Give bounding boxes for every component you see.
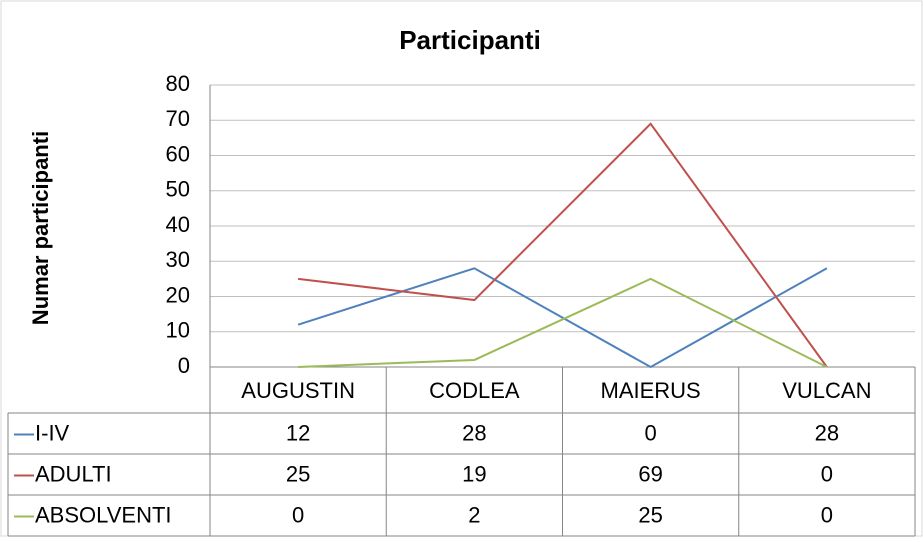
legend-label: ADULTI bbox=[35, 461, 112, 486]
table-value: 28 bbox=[815, 420, 839, 445]
table-value: 0 bbox=[821, 461, 833, 486]
y-axis-label: Numar participanti bbox=[28, 131, 53, 325]
series-line bbox=[298, 122, 828, 368]
x-tick-label: VULCAN bbox=[782, 378, 871, 403]
table-value: 0 bbox=[292, 502, 304, 527]
y-tick-label: 40 bbox=[166, 212, 190, 237]
chart-title: Participanti bbox=[399, 25, 541, 55]
series-line bbox=[297, 267, 828, 369]
y-tick-label: 20 bbox=[166, 282, 190, 307]
x-tick-label: AUGUSTIN bbox=[241, 378, 355, 403]
y-tick-label: 50 bbox=[166, 177, 190, 202]
x-tick-label: CODLEA bbox=[429, 378, 520, 403]
y-tick-label: 60 bbox=[166, 141, 190, 166]
table-value: 0 bbox=[645, 420, 657, 445]
series-line bbox=[298, 277, 828, 368]
y-tick-label: 70 bbox=[166, 106, 190, 131]
table-value: 12 bbox=[286, 420, 310, 445]
table-value: 28 bbox=[462, 420, 486, 445]
legend-label: I-IV bbox=[35, 420, 70, 445]
y-tick-label: 30 bbox=[166, 247, 190, 272]
table-value: 0 bbox=[821, 502, 833, 527]
x-tick-label: MAIERUS bbox=[601, 378, 701, 403]
table-value: 25 bbox=[638, 502, 662, 527]
legend-label: ABSOLVENTI bbox=[35, 502, 172, 527]
table-value: 19 bbox=[462, 461, 486, 486]
y-tick-label: 10 bbox=[166, 318, 190, 343]
table-value: 2 bbox=[468, 502, 480, 527]
table-value: 25 bbox=[286, 461, 310, 486]
y-tick-label: 80 bbox=[166, 71, 190, 96]
y-tick-label: 0 bbox=[178, 353, 190, 378]
table-value: 69 bbox=[638, 461, 662, 486]
